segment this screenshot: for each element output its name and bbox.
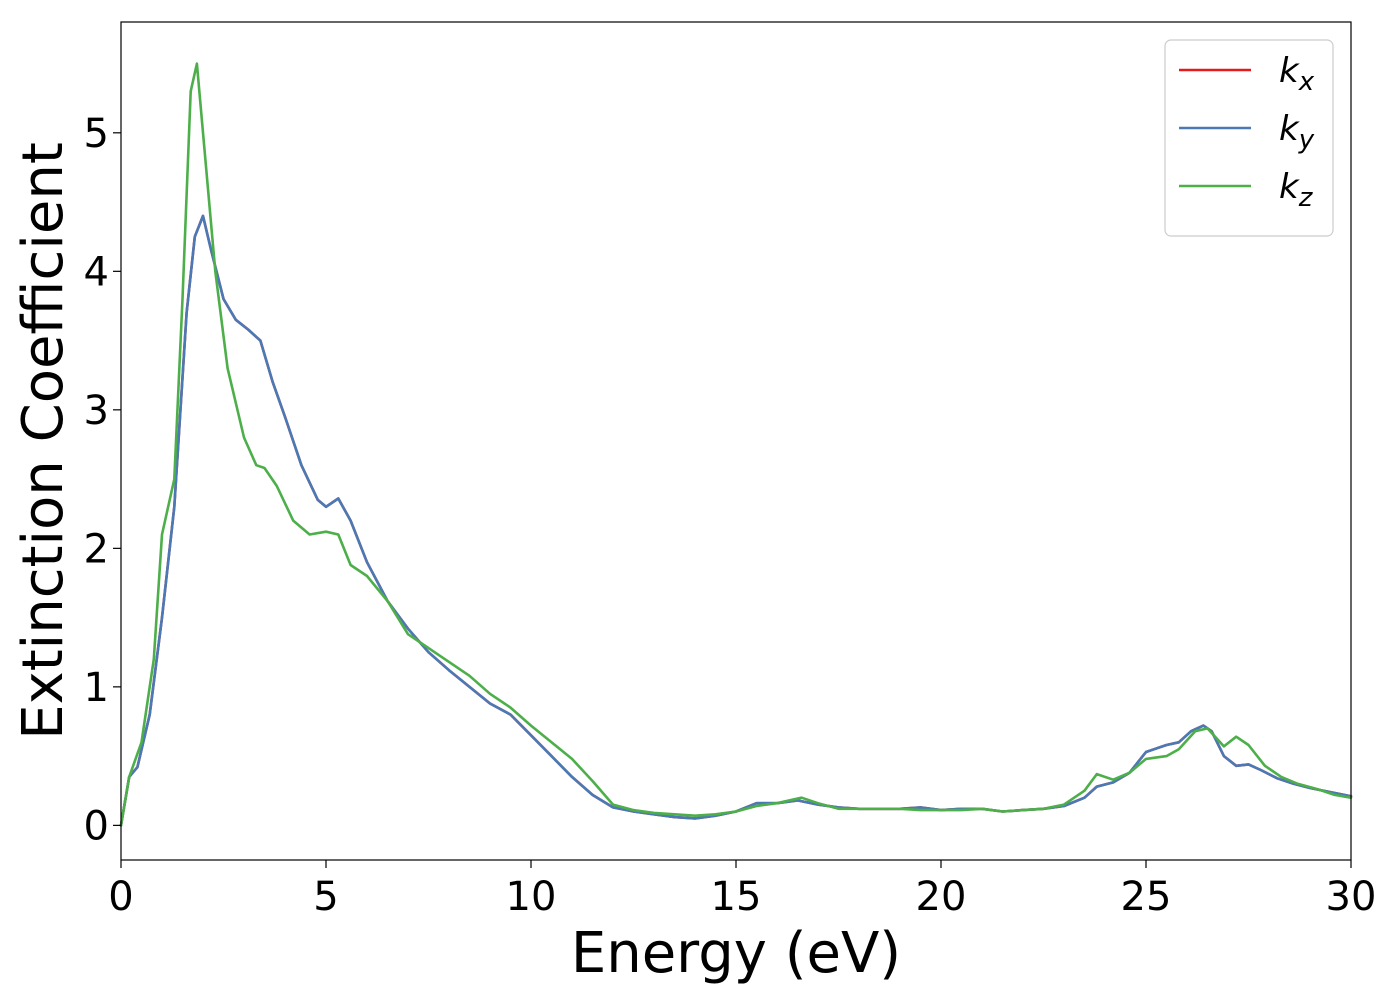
legend-label-x: kx (1279, 51, 1315, 97)
x-tick-label: 0 (108, 874, 133, 920)
tick-layer: 0 5 10 15 20 25 30 0 1 2 3 4 5 (84, 111, 1377, 920)
series-line-x (119, 214, 1353, 827)
x-tick-label: 10 (506, 874, 557, 920)
x-tick-label: 5 (313, 874, 338, 920)
y-tick-label: 1 (84, 665, 109, 711)
x-tick-label: 20 (916, 874, 967, 920)
y-tick-label: 4 (84, 249, 109, 295)
x-tick-label: 25 (1121, 874, 1172, 920)
series-layer (119, 62, 1353, 827)
x-tick-label: 15 (711, 874, 762, 920)
series-line-y (119, 214, 1353, 827)
legend-label-y: ky (1279, 109, 1315, 155)
y-tick-label: 0 (84, 803, 109, 849)
legend-label-z: kz (1279, 167, 1314, 213)
series-line-z (119, 62, 1353, 827)
x-tick-label: 30 (1326, 874, 1377, 920)
legend: kx ky kz (1164, 39, 1334, 237)
y-axis-label: Extinction Coefficient (11, 142, 76, 740)
x-axis-label: Energy (eV) (571, 921, 901, 986)
y-tick-label: 2 (84, 526, 109, 572)
y-tick-label: 5 (84, 111, 109, 157)
y-tick-label: 3 (84, 388, 109, 434)
